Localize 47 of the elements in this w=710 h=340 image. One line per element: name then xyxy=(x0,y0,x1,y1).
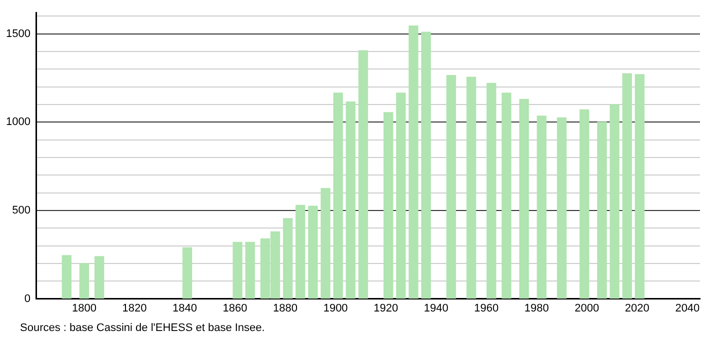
bar xyxy=(94,256,104,299)
bar xyxy=(446,74,456,299)
bar xyxy=(62,255,72,299)
x-tick-label: 1880 xyxy=(273,302,298,314)
bar xyxy=(610,104,620,299)
bar xyxy=(358,50,368,299)
bar xyxy=(320,188,330,299)
x-tick-label: 1860 xyxy=(222,302,248,314)
x-tick-label: 1980 xyxy=(524,302,549,314)
bar xyxy=(346,101,356,299)
bar xyxy=(333,92,343,299)
bar xyxy=(634,74,645,299)
bar xyxy=(622,73,632,299)
x-tick-label: 1900 xyxy=(323,302,348,314)
bar xyxy=(536,116,546,299)
x-tick-label: 2020 xyxy=(624,302,650,314)
bar xyxy=(580,109,590,299)
y-tick-label: 0 xyxy=(24,292,30,305)
bar xyxy=(79,263,90,299)
bar xyxy=(396,92,406,299)
bar xyxy=(556,117,567,299)
bar xyxy=(421,32,431,299)
x-tick-label: 1800 xyxy=(72,302,96,314)
bar xyxy=(308,206,318,299)
bar xyxy=(519,98,529,299)
bar xyxy=(486,82,496,299)
source-note: Sources : base Cassini de l'EHESS et base Insee. xyxy=(20,322,265,334)
bar xyxy=(502,92,512,299)
x-tick-label: 1940 xyxy=(424,302,448,314)
bar xyxy=(232,242,242,299)
x-tick-label: 1920 xyxy=(374,302,398,314)
bar xyxy=(384,112,394,299)
bar xyxy=(182,247,192,299)
y-tick-label: 1500 xyxy=(6,28,30,40)
x-tick-label: 2000 xyxy=(574,302,600,314)
bar xyxy=(466,76,476,299)
x-tick-label: 1960 xyxy=(474,302,499,314)
y-tick-label: 500 xyxy=(12,204,30,216)
x-tick-label: 1840 xyxy=(172,302,197,314)
bar xyxy=(296,204,306,299)
y-tick-label: 1000 xyxy=(6,116,30,128)
bar xyxy=(597,122,607,299)
bar xyxy=(408,26,418,299)
x-tick-label: 1820 xyxy=(122,302,147,314)
x-tick-label: 2040 xyxy=(675,302,700,314)
bar xyxy=(282,218,293,299)
bar xyxy=(245,242,255,299)
